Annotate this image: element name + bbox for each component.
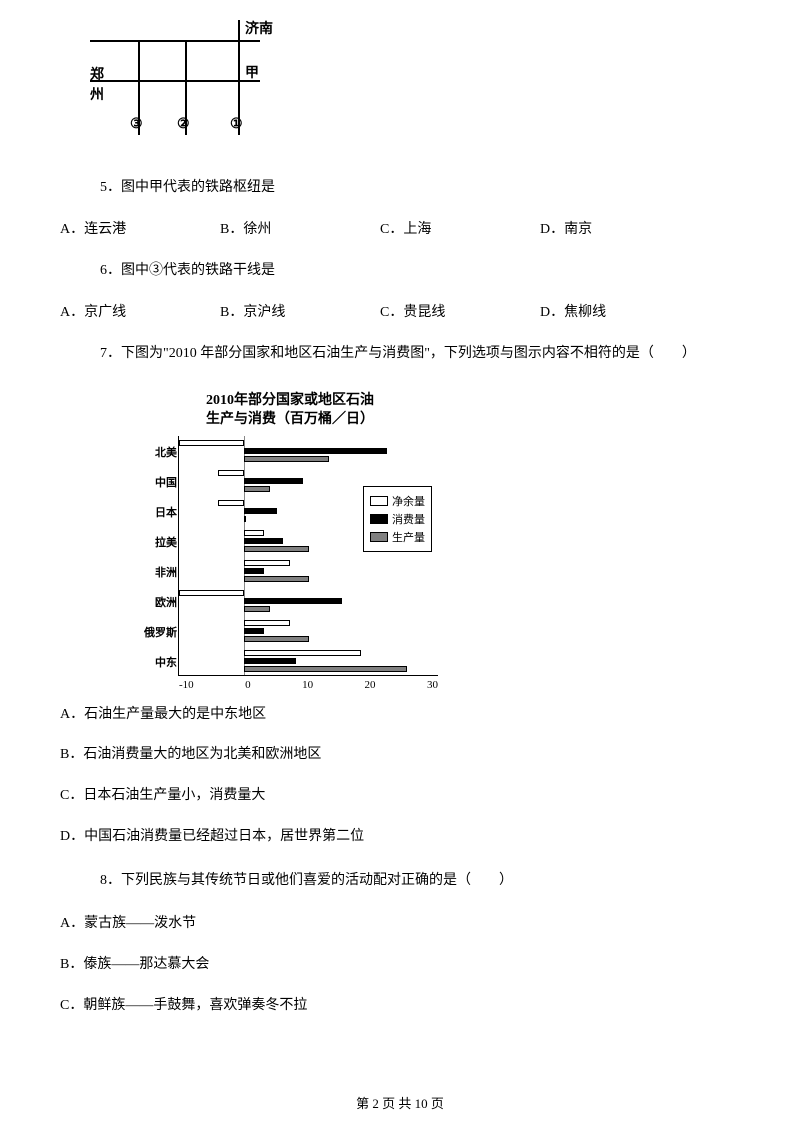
chart-bar: [244, 636, 309, 642]
chart-x-ticks: -10 0 10 20 30: [179, 679, 438, 691]
chart-row: 中东: [179, 646, 438, 676]
rail-diagram: 济南 郑州 甲 ③ ② ①: [90, 20, 290, 150]
q6-num: 6: [100, 263, 107, 278]
q5-opt-b: B．徐州: [220, 218, 380, 238]
chart-bar: [218, 470, 244, 476]
chart-category-label: 日本: [143, 504, 177, 520]
chart-row: 非洲: [179, 556, 438, 586]
chart-bar: [218, 500, 244, 506]
chart-row: 中国: [179, 466, 438, 496]
x-tick: 10: [302, 679, 313, 691]
x-tick: 20: [365, 679, 376, 691]
q6-text: ．图中③代表的铁路干线是: [107, 263, 275, 278]
chart-row: 拉美: [179, 526, 438, 556]
chart-title-l1: 2010年部分国家或地区石油: [146, 391, 434, 411]
rail-num-1: ①: [230, 116, 243, 133]
x-tick: -10: [179, 679, 194, 691]
q6-opt-b: B．京沪线: [220, 301, 380, 321]
chart-bar: [244, 546, 309, 552]
x-tick: 0: [245, 679, 251, 691]
page-footer: 第 2 页 共 10 页: [60, 1093, 740, 1112]
chart-bar: [244, 568, 264, 574]
chart-bar: [244, 628, 264, 634]
oil-chart: 2010年部分国家或地区石油 生产与消费（百万桶／日） 净余量 消费量 生产量 …: [140, 385, 440, 682]
chart-bar: [244, 560, 290, 566]
chart-bar: [244, 538, 283, 544]
q8-opt-a: A．蒙古族——泼水节: [60, 911, 740, 938]
chart-category-label: 拉美: [143, 534, 177, 550]
chart-category-label: 北美: [143, 444, 177, 460]
chart-row: 北美: [179, 436, 438, 466]
q7-opt-d: D．中国石油消费量已经超过日本，居世界第二位: [60, 824, 740, 851]
chart-bar: [244, 650, 361, 656]
q5-opt-a: A．连云港: [60, 218, 220, 238]
chart-bar: [244, 448, 387, 454]
q8-opt-b: B．傣族——那达慕大会: [60, 952, 740, 979]
chart-row: 欧洲: [179, 586, 438, 616]
q7-num: 7: [100, 346, 107, 361]
rail-label-jia: 甲: [245, 62, 259, 82]
chart-category-label: 欧洲: [143, 594, 177, 610]
chart-bar: [179, 440, 244, 446]
q6-options: A．京广线 B．京沪线 C．贵昆线 D．焦柳线: [60, 301, 740, 321]
rail-label-zhengzhou: 郑州: [90, 64, 104, 104]
q7-opt-b: B．石油消费量大的地区为北美和欧洲地区: [60, 742, 740, 769]
q6-opt-c: C．贵昆线: [380, 301, 540, 321]
chart-bar: [244, 530, 264, 536]
chart-bar: [244, 456, 329, 462]
chart-bar: [244, 598, 342, 604]
q7-text: ．下图为"2010 年部分国家和地区石油生产与消费图"，下列选项与图示内容不相符…: [107, 346, 696, 361]
chart-bar: [244, 620, 290, 626]
question-6: 6．图中③代表的铁路干线是: [100, 258, 740, 283]
chart-bar: [244, 508, 277, 514]
chart-bar: [244, 516, 246, 522]
chart-plot-area: 净余量 消费量 生产量 -100102030 北美中国日本拉美非洲欧洲俄罗斯中东: [178, 436, 438, 676]
chart-bar: [244, 478, 303, 484]
question-8: 8．下列民族与其传统节日或他们喜爱的活动配对正确的是（ ）: [100, 868, 740, 893]
chart-bar: [244, 486, 270, 492]
q5-options: A．连云港 B．徐州 C．上海 D．南京: [60, 218, 740, 238]
rail-label-jinan: 济南: [245, 18, 273, 38]
chart-title-l2: 生产与消费（百万桶／日）: [146, 410, 434, 430]
chart-bar: [244, 666, 407, 672]
chart-title: 2010年部分国家或地区石油 生产与消费（百万桶／日）: [146, 391, 434, 430]
q8-text: ．下列民族与其传统节日或他们喜爱的活动配对正确的是（ ）: [107, 873, 513, 888]
q6-opt-a: A．京广线: [60, 301, 220, 321]
question-5: 5．图中甲代表的铁路枢纽是: [100, 175, 740, 200]
q5-opt-c: C．上海: [380, 218, 540, 238]
chart-bar: [244, 658, 296, 664]
chart-category-label: 俄罗斯: [143, 624, 177, 640]
chart-category-label: 中国: [143, 474, 177, 490]
q8-num: 8: [100, 873, 107, 888]
q7-opt-a: A．石油生产量最大的是中东地区: [60, 702, 740, 729]
chart-row: 俄罗斯: [179, 616, 438, 646]
chart-row: 日本: [179, 496, 438, 526]
q5-opt-d: D．南京: [540, 218, 700, 238]
rail-num-2: ②: [177, 116, 190, 133]
question-7: 7．下图为"2010 年部分国家和地区石油生产与消费图"，下列选项与图示内容不相…: [100, 341, 740, 366]
q7-opt-c: C．日本石油生产量小，消费量大: [60, 783, 740, 810]
chart-category-label: 非洲: [143, 564, 177, 580]
q5-num: 5: [100, 180, 107, 195]
x-tick: 30: [427, 679, 438, 691]
q6-opt-d: D．焦柳线: [540, 301, 700, 321]
chart-bar: [179, 590, 244, 596]
q5-text: ．图中甲代表的铁路枢纽是: [107, 180, 275, 195]
chart-category-label: 中东: [143, 654, 177, 670]
chart-bar: [244, 576, 309, 582]
q8-opt-c: C．朝鲜族——手鼓舞，喜欢弹奏冬不拉: [60, 993, 740, 1020]
chart-bar: [244, 606, 270, 612]
rail-num-3: ③: [130, 116, 143, 133]
